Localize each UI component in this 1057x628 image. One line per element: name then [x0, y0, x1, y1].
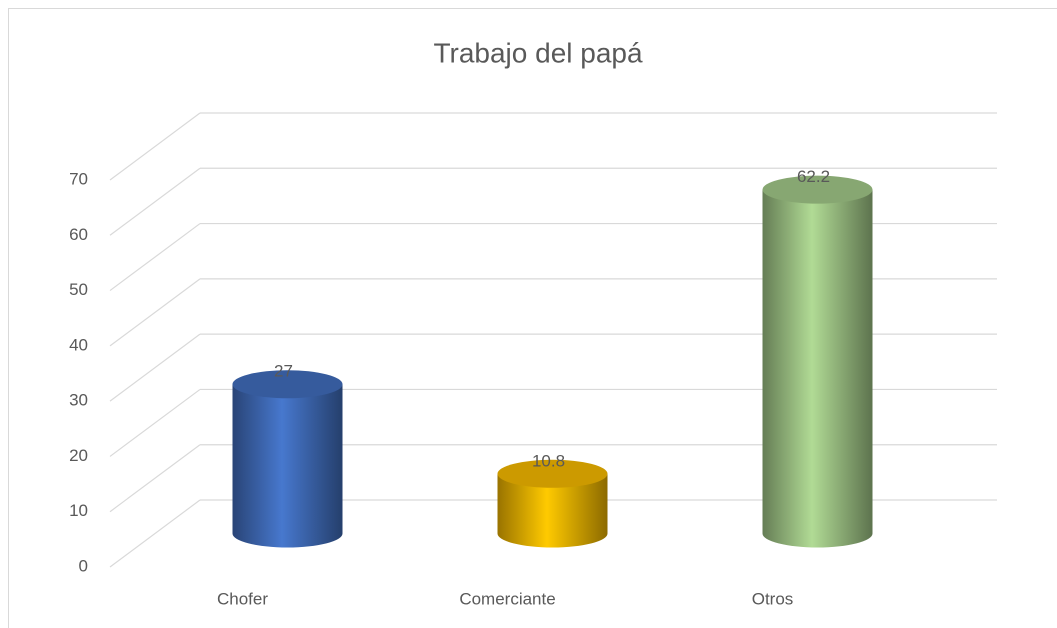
bar-top	[232, 370, 343, 399]
bar-body	[497, 473, 608, 548]
grid-line	[109, 444, 201, 513]
y-tick-label: 30	[69, 391, 88, 410]
grid-line	[109, 112, 201, 181]
y-tick-label: 60	[69, 225, 88, 244]
y-tick-label: 10	[69, 501, 88, 520]
data-label: 27	[274, 362, 293, 381]
y-tick-label: 50	[69, 280, 88, 299]
bar-top	[762, 175, 873, 204]
grid-line	[109, 167, 201, 236]
grid-line	[109, 388, 201, 457]
bar	[232, 370, 343, 548]
chart-title: Trabajo del papá	[433, 37, 643, 68]
grid-line	[109, 278, 201, 347]
x-tick-label: Comerciante	[459, 589, 555, 608]
grid-line	[109, 333, 201, 402]
data-label: 62.2	[797, 167, 830, 186]
y-tick-label: 40	[69, 335, 88, 354]
y-tick-label: 20	[69, 446, 88, 465]
y-tick-label: 70	[69, 169, 88, 188]
bar-body	[762, 189, 873, 548]
bar-body	[232, 384, 343, 548]
grid-line	[109, 223, 201, 292]
bar	[497, 459, 608, 548]
x-tick-label: Chofer	[217, 589, 268, 608]
grid-line	[109, 499, 201, 568]
data-label: 10.8	[532, 451, 565, 470]
y-tick-label: 0	[79, 556, 88, 575]
x-tick-label: Otros	[752, 589, 794, 608]
bar-top	[497, 459, 608, 488]
bar	[762, 175, 873, 548]
